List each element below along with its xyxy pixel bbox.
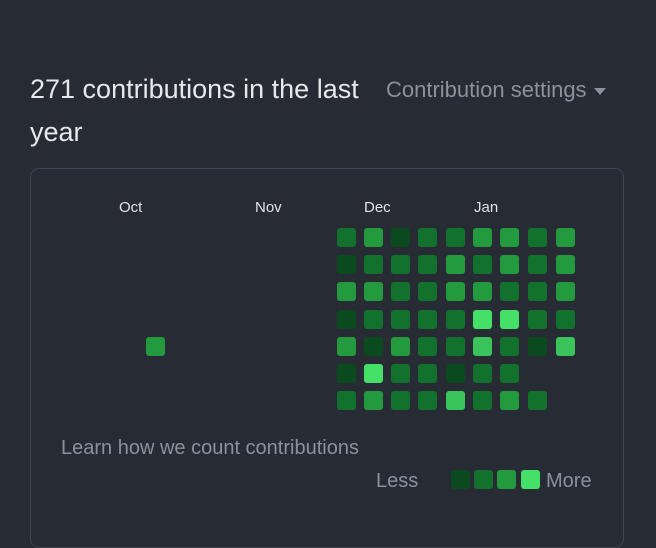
caret-down-icon bbox=[593, 87, 606, 95]
learn-contributions-link[interactable]: Learn how we count contributions bbox=[61, 437, 359, 459]
contribution-day-cell[interactable] bbox=[446, 310, 465, 329]
contribution-day-cell[interactable] bbox=[473, 337, 492, 356]
contribution-day-cell[interactable] bbox=[556, 282, 575, 301]
contribution-day-cell[interactable] bbox=[473, 391, 492, 410]
contribution-day-cell[interactable] bbox=[364, 337, 383, 356]
contribution-day-cell[interactable] bbox=[391, 228, 410, 247]
contribution-day-cell[interactable] bbox=[528, 391, 547, 410]
contribution-day-cell[interactable] bbox=[556, 255, 575, 274]
contribution-day-cell[interactable] bbox=[418, 337, 437, 356]
contribution-day-cell[interactable] bbox=[446, 364, 465, 383]
month-label-nov: Nov bbox=[255, 199, 282, 216]
contribution-day-cell[interactable] bbox=[528, 337, 547, 356]
contribution-settings-label: Contribution settings bbox=[386, 77, 587, 102]
contribution-day-cell[interactable] bbox=[418, 391, 437, 410]
contribution-day-cell[interactable] bbox=[473, 310, 492, 329]
contribution-day-cell[interactable] bbox=[391, 282, 410, 301]
month-label-oct: Oct bbox=[119, 199, 143, 216]
contribution-day-cell[interactable] bbox=[418, 255, 437, 274]
legend-swatch bbox=[521, 470, 540, 489]
contribution-day-cell[interactable] bbox=[391, 364, 410, 383]
contribution-day-cell[interactable] bbox=[391, 337, 410, 356]
contribution-day-cell[interactable] bbox=[337, 310, 356, 329]
contribution-day-cell[interactable] bbox=[146, 337, 165, 356]
contribution-day-cell[interactable] bbox=[337, 364, 356, 383]
contribution-day-cell[interactable] bbox=[418, 282, 437, 301]
contribution-day-cell[interactable] bbox=[446, 255, 465, 274]
contribution-day-cell[interactable] bbox=[500, 310, 519, 329]
contribution-day-cell[interactable] bbox=[446, 228, 465, 247]
contribution-day-cell[interactable] bbox=[418, 364, 437, 383]
contribution-day-cell[interactable] bbox=[500, 255, 519, 274]
contribution-day-cell[interactable] bbox=[391, 310, 410, 329]
contribution-day-cell[interactable] bbox=[500, 337, 519, 356]
contribution-day-cell[interactable] bbox=[446, 391, 465, 410]
legend-less-label: Less bbox=[376, 470, 419, 492]
contribution-day-cell[interactable] bbox=[364, 255, 383, 274]
contribution-day-cell[interactable] bbox=[528, 228, 547, 247]
contribution-day-cell[interactable] bbox=[446, 337, 465, 356]
contribution-day-cell[interactable] bbox=[364, 282, 383, 301]
contribution-day-cell[interactable] bbox=[528, 255, 547, 274]
contribution-day-cell[interactable] bbox=[418, 310, 437, 329]
contribution-day-cell[interactable] bbox=[473, 228, 492, 247]
month-label-jan: Jan bbox=[474, 199, 499, 216]
legend-swatch bbox=[474, 470, 493, 489]
contribution-graph-card bbox=[30, 168, 624, 548]
contribution-day-cell[interactable] bbox=[337, 282, 356, 301]
contribution-day-cell[interactable] bbox=[556, 337, 575, 356]
contribution-day-cell[interactable] bbox=[418, 228, 437, 247]
month-label-dec: Dec bbox=[364, 199, 391, 216]
contribution-day-cell[interactable] bbox=[473, 282, 492, 301]
contribution-day-cell[interactable] bbox=[528, 310, 547, 329]
contribution-day-cell[interactable] bbox=[500, 228, 519, 247]
legend-more-label: More bbox=[546, 470, 592, 492]
contribution-day-cell[interactable] bbox=[364, 310, 383, 329]
contribution-day-cell[interactable] bbox=[364, 391, 383, 410]
contribution-day-cell[interactable] bbox=[500, 391, 519, 410]
contribution-day-cell[interactable] bbox=[556, 310, 575, 329]
contribution-day-cell[interactable] bbox=[473, 364, 492, 383]
legend-swatch bbox=[497, 470, 516, 489]
contribution-day-cell[interactable] bbox=[528, 282, 547, 301]
contribution-day-cell[interactable] bbox=[500, 364, 519, 383]
contribution-day-cell[interactable] bbox=[556, 228, 575, 247]
contribution-day-cell[interactable] bbox=[446, 282, 465, 301]
contribution-day-cell[interactable] bbox=[337, 391, 356, 410]
contributions-heading: 271 contributions in the last year bbox=[30, 74, 359, 147]
contribution-day-cell[interactable] bbox=[337, 255, 356, 274]
contribution-day-cell[interactable] bbox=[391, 255, 410, 274]
contribution-day-cell[interactable] bbox=[391, 391, 410, 410]
contribution-day-cell[interactable] bbox=[337, 228, 356, 247]
contribution-day-cell[interactable] bbox=[337, 337, 356, 356]
contribution-day-cell[interactable] bbox=[364, 364, 383, 383]
contribution-day-cell[interactable] bbox=[473, 255, 492, 274]
legend-swatch bbox=[451, 470, 470, 489]
contribution-day-cell[interactable] bbox=[364, 228, 383, 247]
contribution-settings-button[interactable]: Contribution settings bbox=[386, 76, 606, 104]
contribution-day-cell[interactable] bbox=[500, 282, 519, 301]
